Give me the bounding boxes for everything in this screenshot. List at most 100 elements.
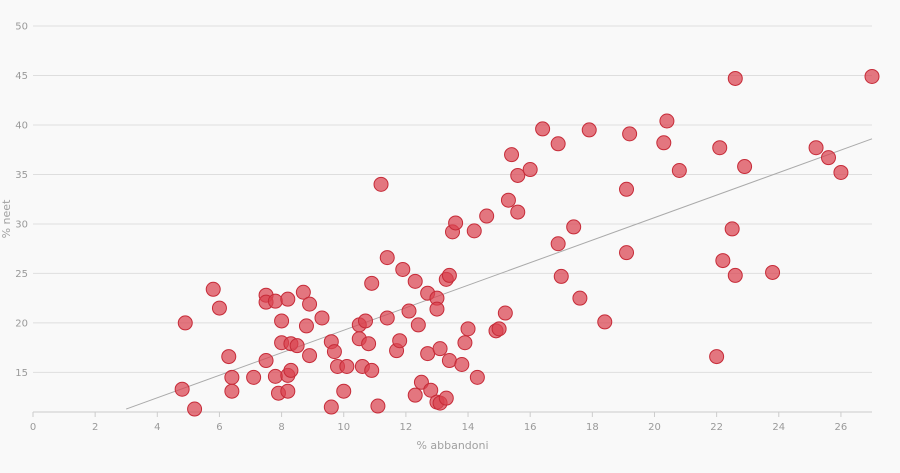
data-point bbox=[258, 353, 274, 369]
data-point bbox=[454, 356, 470, 372]
data-point bbox=[379, 250, 395, 266]
data-point bbox=[504, 147, 520, 163]
data-point bbox=[370, 398, 386, 414]
data-point bbox=[246, 369, 262, 385]
data-point bbox=[211, 300, 227, 316]
data-point bbox=[709, 349, 725, 365]
x-tick-label: 26 bbox=[835, 422, 848, 433]
data-point bbox=[479, 208, 495, 224]
data-point bbox=[407, 273, 423, 289]
y-tick-label: 40 bbox=[15, 120, 28, 131]
data-point bbox=[410, 317, 426, 333]
x-tick-label: 4 bbox=[154, 422, 160, 433]
data-point bbox=[597, 314, 613, 330]
trend-line bbox=[126, 138, 873, 410]
x-tick-label: 14 bbox=[462, 422, 475, 433]
x-tick-label: 12 bbox=[400, 422, 413, 433]
data-point bbox=[510, 204, 526, 220]
data-point bbox=[500, 192, 516, 208]
data-point bbox=[712, 140, 728, 156]
data-point bbox=[280, 291, 296, 307]
y-tick-label: 50 bbox=[15, 22, 28, 33]
data-point bbox=[622, 126, 638, 142]
x-tick-label: 20 bbox=[648, 422, 661, 433]
x-tick-label: 22 bbox=[710, 422, 723, 433]
data-point bbox=[491, 321, 507, 337]
data-point bbox=[395, 261, 411, 277]
data-point bbox=[326, 344, 342, 360]
data-point bbox=[174, 381, 190, 397]
data-point bbox=[737, 159, 753, 175]
y-axis-ticks: 15 20 25 30 35 40 45 50 bbox=[15, 22, 28, 379]
x-axis-ticks: 0 2 4 6 8 10 12 14 16 18 20 22 24 26 bbox=[30, 412, 847, 433]
data-point bbox=[727, 70, 743, 86]
data-point bbox=[298, 318, 314, 334]
y-axis-title: % neet bbox=[0, 199, 13, 238]
data-points bbox=[174, 68, 880, 417]
x-tick-label: 6 bbox=[216, 422, 222, 433]
data-point bbox=[364, 275, 380, 291]
data-point bbox=[289, 338, 305, 354]
gridlines bbox=[33, 25, 872, 373]
data-point bbox=[724, 221, 740, 237]
data-point bbox=[267, 368, 283, 384]
y-tick-label: 35 bbox=[15, 170, 28, 181]
data-point bbox=[302, 348, 318, 364]
data-point bbox=[550, 136, 566, 152]
data-point bbox=[423, 382, 439, 398]
data-point bbox=[550, 236, 566, 252]
data-point bbox=[401, 303, 417, 319]
data-point bbox=[336, 383, 352, 399]
data-point bbox=[619, 245, 635, 261]
data-point bbox=[392, 333, 408, 349]
data-point bbox=[581, 122, 597, 138]
data-point bbox=[361, 336, 377, 352]
x-tick-label: 16 bbox=[524, 422, 537, 433]
data-point bbox=[715, 253, 731, 269]
data-point bbox=[522, 162, 538, 178]
x-tick-label: 10 bbox=[337, 422, 350, 433]
data-point bbox=[833, 164, 849, 180]
data-point bbox=[339, 358, 355, 374]
data-point bbox=[466, 223, 482, 239]
data-point bbox=[432, 341, 448, 357]
data-point bbox=[267, 293, 283, 309]
data-point bbox=[357, 313, 373, 329]
data-point bbox=[283, 362, 299, 378]
data-point bbox=[460, 321, 476, 337]
data-point bbox=[295, 284, 311, 300]
data-point bbox=[510, 167, 526, 183]
data-point bbox=[407, 387, 423, 403]
data-point bbox=[553, 268, 569, 284]
data-point bbox=[224, 369, 240, 385]
data-point bbox=[497, 305, 513, 321]
data-point bbox=[373, 176, 389, 192]
data-point bbox=[727, 267, 743, 283]
data-point bbox=[864, 68, 880, 84]
data-point bbox=[438, 390, 454, 406]
data-point bbox=[187, 401, 203, 417]
data-point bbox=[429, 301, 445, 317]
x-tick-label: 2 bbox=[92, 422, 98, 433]
data-point bbox=[224, 383, 240, 399]
data-point bbox=[659, 113, 675, 129]
data-point bbox=[656, 135, 672, 151]
y-tick-label: 20 bbox=[15, 318, 28, 329]
y-tick-label: 25 bbox=[15, 269, 28, 280]
x-tick-label: 24 bbox=[772, 422, 785, 433]
y-tick-label: 45 bbox=[15, 71, 28, 82]
data-point bbox=[765, 264, 781, 280]
data-point bbox=[566, 219, 582, 235]
data-point bbox=[274, 313, 290, 329]
data-point bbox=[441, 353, 457, 369]
data-point bbox=[535, 121, 551, 137]
data-point bbox=[221, 349, 237, 365]
data-point bbox=[808, 140, 824, 156]
x-tick-label: 0 bbox=[30, 422, 36, 433]
data-point bbox=[205, 281, 221, 297]
data-point bbox=[420, 346, 436, 362]
x-tick-label: 18 bbox=[586, 422, 599, 433]
data-point bbox=[457, 335, 473, 351]
